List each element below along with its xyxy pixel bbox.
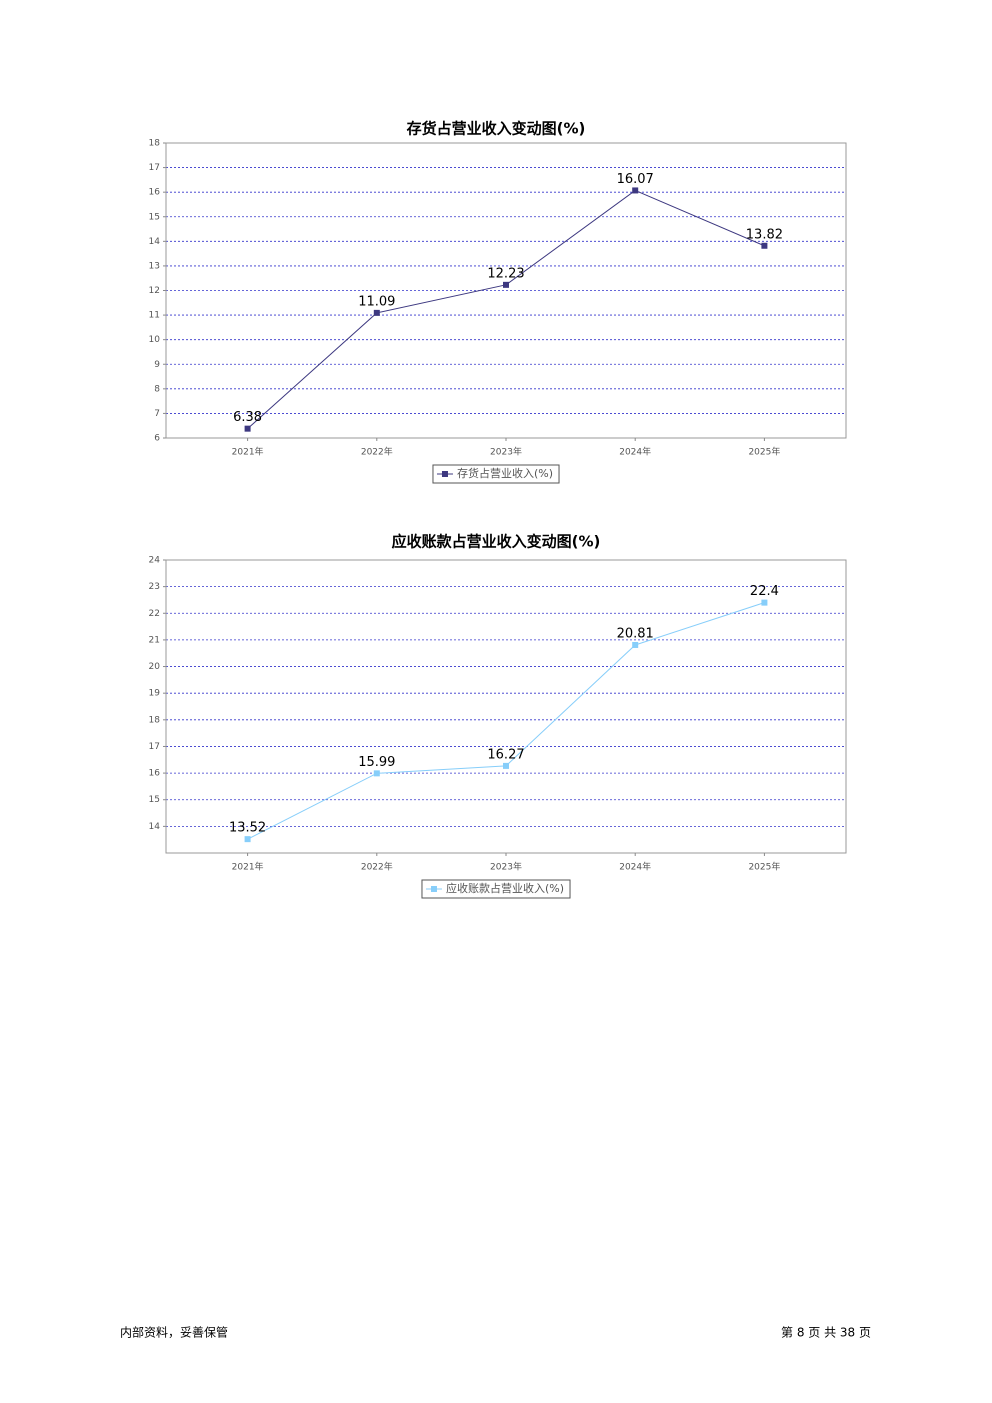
point bbox=[373, 770, 380, 777]
legend-box bbox=[432, 464, 560, 484]
point bbox=[503, 762, 509, 769]
y-tick-label: 6 bbox=[154, 434, 160, 444]
data-label: 6.38 bbox=[233, 410, 262, 425]
point bbox=[503, 281, 509, 288]
footer-left: 内部资料，妥善保管 bbox=[120, 1325, 228, 1340]
y-tick-label: 15 bbox=[149, 795, 160, 805]
legend-box bbox=[421, 879, 571, 899]
x-tick-label: 2022年 bbox=[361, 861, 393, 873]
x-tick-label: 2025年 bbox=[748, 446, 780, 458]
legend-label: 存货占营业收入(%) bbox=[457, 466, 553, 480]
chart-title: 应收账款占营业收入变动图(%) bbox=[392, 533, 601, 551]
chart-title: 存货占营业收入变动图(%) bbox=[407, 120, 586, 138]
x-tick-label: 2025年 bbox=[748, 861, 780, 873]
x-tick-label: 2024年 bbox=[619, 861, 651, 873]
data-label: 16.07 bbox=[617, 172, 654, 187]
y-tick-label: 16 bbox=[149, 188, 161, 198]
point bbox=[632, 187, 639, 194]
y-tick-label: 19 bbox=[149, 689, 161, 699]
data-label: 16.27 bbox=[487, 747, 524, 762]
data-label: 20.81 bbox=[617, 626, 654, 641]
y-tick-label: 13 bbox=[149, 261, 160, 271]
data-label: 11.09 bbox=[358, 294, 395, 309]
y-tick-label: 11 bbox=[149, 311, 160, 321]
footer-right: 第 8 页 共 38 页 bbox=[781, 1326, 871, 1340]
plot-frame bbox=[165, 559, 847, 854]
y-tick-label: 18 bbox=[149, 715, 161, 725]
point bbox=[632, 641, 639, 648]
x-tick-label: 2021年 bbox=[232, 861, 264, 873]
y-tick-label: 14 bbox=[149, 237, 161, 247]
x-tick-label: 2023年 bbox=[490, 861, 522, 873]
y-tick-label: 17 bbox=[149, 742, 160, 752]
x-tick-label: 2022年 bbox=[361, 446, 393, 458]
y-tick-label: 18 bbox=[149, 139, 161, 149]
x-tick-label: 2023年 bbox=[490, 446, 522, 458]
x-tick-label: 2024年 bbox=[619, 446, 651, 458]
data-label: 13.52 bbox=[229, 821, 266, 836]
y-tick-label: 10 bbox=[149, 335, 161, 345]
legend-marker bbox=[430, 886, 437, 892]
y-tick-label: 12 bbox=[149, 286, 160, 296]
data-label: 12.23 bbox=[487, 266, 524, 281]
y-tick-label: 23 bbox=[149, 582, 160, 592]
point bbox=[373, 309, 380, 316]
data-label: 22.4 bbox=[750, 584, 779, 599]
y-tick-label: 14 bbox=[149, 822, 161, 832]
point bbox=[244, 425, 251, 432]
y-tick-label: 22 bbox=[149, 609, 160, 619]
x-tick-label: 2021年 bbox=[232, 446, 264, 458]
y-tick-label: 16 bbox=[149, 769, 161, 779]
data-label: 15.99 bbox=[358, 755, 395, 770]
y-tick-label: 9 bbox=[154, 360, 160, 370]
y-tick-label: 7 bbox=[154, 409, 160, 419]
legend-label: 应收账款占营业收入(%) bbox=[446, 881, 564, 895]
data-label: 13.82 bbox=[746, 227, 783, 242]
y-tick-label: 21 bbox=[149, 635, 160, 645]
y-tick-label: 17 bbox=[149, 163, 160, 173]
series-line bbox=[247, 602, 765, 840]
y-tick-label: 8 bbox=[154, 384, 160, 394]
point bbox=[761, 242, 768, 249]
y-tick-label: 20 bbox=[149, 662, 161, 672]
point bbox=[761, 599, 768, 606]
point bbox=[244, 836, 251, 843]
series-line bbox=[247, 189, 765, 430]
legend-marker bbox=[441, 471, 448, 477]
y-tick-label: 24 bbox=[149, 556, 161, 566]
y-tick-label: 15 bbox=[149, 212, 160, 222]
